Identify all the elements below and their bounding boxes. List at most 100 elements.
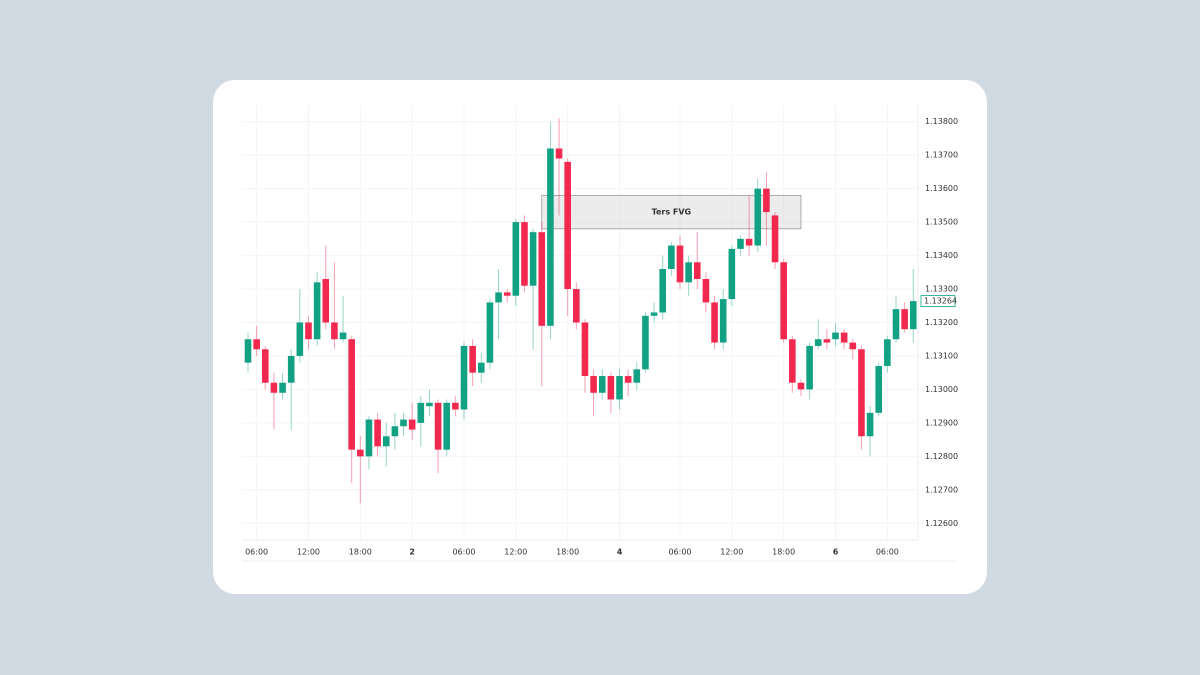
candle-body	[521, 222, 528, 286]
candle-body	[840, 332, 848, 343]
candle-body	[702, 279, 710, 303]
candle-body	[443, 402, 451, 450]
y-tick-label: 1.13600	[925, 184, 958, 193]
candle-body	[400, 419, 407, 427]
candle-body	[408, 419, 416, 430]
candle-body	[633, 369, 641, 383]
candle-body	[529, 232, 537, 286]
candle-body	[659, 268, 667, 313]
candle-body	[616, 376, 623, 400]
candle-body	[858, 349, 865, 437]
candle-body	[892, 309, 900, 340]
candle-body	[348, 339, 355, 450]
candle-body	[685, 262, 692, 283]
last-price-tag	[920, 295, 956, 307]
candle-body	[538, 232, 546, 326]
candle-body	[693, 262, 701, 279]
candle-body	[503, 292, 511, 296]
candle-body	[573, 289, 580, 323]
candle-body	[547, 148, 554, 326]
candle-body	[365, 419, 373, 457]
candle-body	[642, 315, 649, 370]
candle-body	[789, 339, 796, 383]
x-tick-label: 4	[617, 548, 623, 557]
y-tick-label: 1.13700	[925, 151, 958, 160]
candle-body	[771, 215, 779, 263]
y-tick-label: 1.13500	[925, 218, 958, 227]
x-tick-label: 12:00	[297, 548, 320, 557]
candle-body	[279, 382, 286, 393]
candle-body	[668, 245, 675, 269]
candle-body	[875, 366, 883, 413]
y-tick-label: 1.13200	[925, 318, 958, 327]
candle-body	[382, 436, 390, 447]
candle-body	[512, 222, 520, 296]
candle-body	[253, 339, 260, 350]
candle-body	[331, 322, 338, 340]
candle-body	[909, 301, 917, 330]
card	[213, 80, 987, 594]
x-tick-label: 06:00	[452, 548, 475, 557]
candle-body	[296, 322, 304, 356]
candle-body	[452, 402, 459, 410]
x-tick-label: 12:00	[720, 548, 743, 557]
candle-body	[339, 332, 347, 340]
last-price-label: 1.13264	[924, 297, 957, 306]
candle-body	[244, 339, 252, 363]
candle-body	[832, 332, 839, 340]
candle-body	[391, 426, 399, 437]
candle-body	[581, 322, 589, 377]
candle-body	[261, 349, 269, 383]
candle-body	[598, 376, 606, 393]
candle-body	[754, 188, 762, 246]
candle-body	[477, 362, 485, 373]
y-tick-label: 1.13300	[925, 285, 958, 294]
candle-body	[650, 312, 658, 316]
y-tick-label: 1.12600	[925, 519, 958, 528]
candle-body	[374, 419, 381, 447]
y-tick-label: 1.12900	[925, 418, 958, 427]
fvg-label: Ters FVG	[652, 208, 692, 217]
candle-body	[564, 161, 571, 290]
candle-body	[866, 412, 874, 437]
candle-body	[313, 282, 321, 340]
candle-body	[322, 279, 330, 323]
y-tick-label: 1.13800	[925, 117, 958, 126]
candle-body	[823, 339, 831, 343]
x-tick-label: 2	[409, 548, 415, 557]
x-tick-label: 18:00	[772, 548, 795, 557]
candle-body	[745, 238, 753, 246]
y-tick-label: 1.13000	[925, 385, 958, 394]
y-tick-label: 1.12800	[925, 452, 958, 461]
candle-body	[737, 238, 744, 249]
candle-body	[849, 342, 857, 350]
candle-body	[469, 345, 476, 373]
y-tick-label: 1.13400	[925, 251, 958, 260]
candle-body	[607, 376, 615, 400]
candle-body	[555, 148, 563, 159]
y-tick-label: 1.12700	[925, 485, 958, 494]
candle-body	[884, 339, 891, 366]
candle-body	[357, 449, 364, 457]
candle-body	[270, 382, 278, 393]
candle-body	[486, 302, 494, 363]
candle-body	[287, 355, 295, 383]
x-tick-label: 06:00	[245, 548, 268, 557]
candle-body	[780, 262, 787, 340]
y-tick-label: 1.13100	[925, 351, 958, 360]
candle-body	[901, 309, 908, 330]
candle-body	[763, 188, 770, 213]
x-tick-label: 06:00	[876, 548, 899, 557]
candle-body	[814, 339, 822, 346]
x-tick-label: 18:00	[556, 548, 579, 557]
candle-body	[590, 376, 597, 393]
candle-body	[426, 402, 433, 407]
x-tick-label: 18:00	[349, 548, 372, 557]
x-tick-label: 6	[833, 548, 839, 557]
candle-body	[676, 245, 684, 283]
candle-body	[806, 345, 813, 390]
candle-body	[495, 292, 502, 303]
candle-body	[417, 402, 425, 423]
candle-body	[797, 382, 805, 390]
x-tick-label: 06:00	[668, 548, 691, 557]
